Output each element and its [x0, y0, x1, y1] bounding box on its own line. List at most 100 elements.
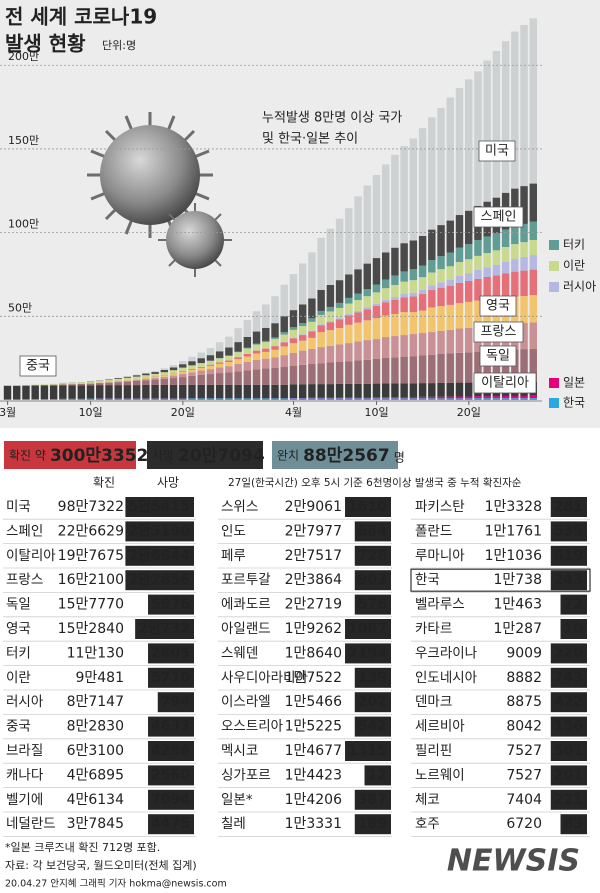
bar-segment	[400, 383, 408, 397]
bar-segment	[298, 384, 307, 398]
bar-segment	[3, 385, 12, 400]
legend-label: 이란	[563, 259, 585, 273]
bar-segment	[289, 310, 298, 328]
bar-segment	[501, 395, 510, 399]
confirmed: 1만287	[493, 621, 542, 637]
bar-segment	[428, 383, 436, 397]
deaths: 1087	[348, 621, 387, 637]
bar-segment	[105, 379, 113, 382]
bar-segment	[123, 385, 132, 399]
bar-segment	[68, 384, 76, 386]
bar-segment	[197, 384, 205, 399]
series-label-box	[479, 345, 517, 367]
bar-segment	[49, 398, 58, 400]
bar-segment	[262, 327, 270, 341]
footer-line: *일본 크루즈내 확진 712명 포함.	[5, 840, 160, 854]
death-box	[354, 667, 391, 688]
bar-segment	[234, 371, 242, 385]
bar-segment	[308, 337, 316, 349]
bar-segment	[280, 284, 288, 317]
bar-segment	[520, 186, 528, 224]
country: 세르비아	[415, 719, 465, 735]
bar-segment	[252, 398, 261, 400]
death-box	[550, 643, 587, 664]
bar-segment	[455, 398, 464, 400]
bar-segment	[317, 363, 325, 385]
summary-box	[147, 441, 263, 469]
bar-segment	[132, 380, 141, 386]
bar-segment	[520, 257, 528, 271]
bar-segment	[501, 398, 510, 400]
death-box	[354, 521, 391, 542]
confirmed: 1만7522	[285, 670, 342, 686]
bar-segment	[418, 383, 427, 397]
bar-segment	[391, 357, 399, 384]
bar-segment	[465, 382, 473, 397]
bar-segment	[142, 380, 150, 385]
bar-segment	[520, 323, 528, 350]
bar-segment	[529, 322, 537, 349]
series-label-box	[479, 295, 517, 317]
confirmed: 1만3328	[485, 499, 542, 515]
bar-segment	[289, 329, 298, 338]
bar-segment	[280, 346, 288, 356]
bar-segment	[132, 376, 141, 379]
bar-segment	[3, 399, 12, 400]
bar-segment	[289, 337, 298, 339]
confirmed: 9009	[506, 645, 542, 661]
bar-segment	[225, 360, 233, 363]
bar-segment	[243, 356, 252, 363]
bar-segment	[354, 383, 362, 398]
bar-segment	[142, 379, 150, 381]
bar-segment	[400, 312, 408, 336]
bar-segment	[123, 398, 132, 400]
bar-segment	[428, 272, 436, 286]
deaths: 139	[358, 670, 387, 686]
bar-segment	[511, 395, 519, 399]
bar-segment	[381, 299, 390, 303]
bar-segment	[363, 397, 371, 399]
bar-segment	[308, 364, 316, 385]
bar-segment	[206, 364, 215, 366]
bar-segment	[298, 398, 307, 400]
bar-segment	[418, 294, 427, 311]
bar-segment	[520, 223, 528, 243]
bar-segment	[418, 333, 427, 356]
bar-segment	[169, 367, 178, 371]
y-tick-label: 50만	[8, 301, 32, 314]
bar-segment	[105, 381, 113, 383]
country: 영국	[6, 621, 31, 637]
bar-segment	[308, 318, 316, 322]
bar-segment	[151, 398, 159, 400]
bar-segment	[511, 398, 519, 400]
bar-segment	[317, 237, 325, 290]
bar-segment	[225, 384, 233, 399]
country: 독일	[6, 597, 31, 613]
bar-segment	[354, 341, 362, 361]
death-box	[354, 716, 391, 737]
confirmed: 1만1761	[485, 523, 542, 539]
bar-segment	[492, 396, 501, 399]
footer-line: 20.04.27 안지혜 그래픽 기자 hokma@newsis.com	[5, 878, 227, 890]
deaths: 243	[554, 572, 583, 588]
bar-segment	[188, 372, 196, 376]
legend-swatch	[549, 378, 559, 388]
bar-segment	[59, 384, 67, 386]
bar-segment	[206, 347, 215, 356]
bar-segment	[234, 328, 242, 343]
bar-segment	[243, 336, 252, 348]
bar-segment	[428, 285, 436, 291]
country: 인도네시아	[415, 670, 478, 686]
bar-segment	[391, 383, 399, 398]
bar-segment	[179, 370, 187, 372]
bar-segment	[317, 325, 325, 333]
bar-segment	[529, 183, 537, 222]
bar-segment	[363, 340, 371, 360]
bar-segment	[179, 373, 187, 378]
bar-segment	[262, 384, 270, 399]
x-tick-label: 10일	[365, 405, 389, 419]
bar-segment	[511, 226, 519, 245]
country: 스위스	[221, 499, 258, 515]
bar-segment	[446, 396, 454, 399]
bar-segment	[400, 146, 408, 244]
